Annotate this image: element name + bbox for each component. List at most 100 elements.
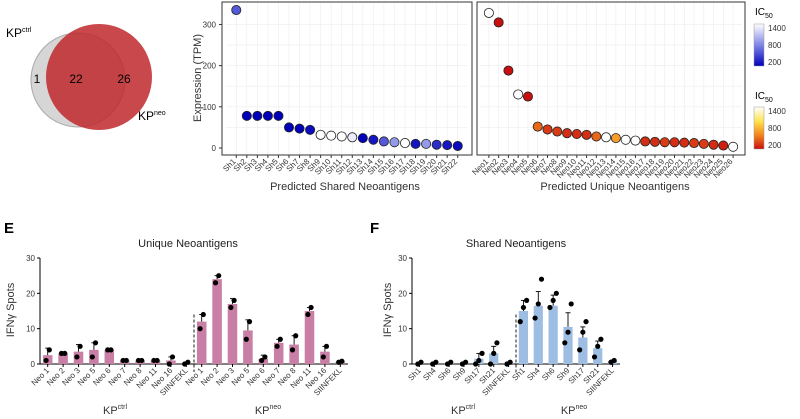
data-point bbox=[479, 350, 485, 356]
data-point bbox=[243, 336, 249, 342]
venn-circle-kp-neo bbox=[46, 24, 152, 130]
x-tick-label-Sh4: Sh4 bbox=[525, 366, 542, 383]
panel-frame-shared bbox=[221, 1, 473, 156]
expression-panels: Expression (TPM) 0 100 200 300 Sh1Sh2Sh3Sh4… bbox=[192, 1, 746, 193]
unique-point-Neo21 bbox=[679, 137, 690, 148]
group-label-ctrl: KPctrl bbox=[103, 404, 127, 417]
data-point bbox=[448, 359, 454, 365]
legend-tick-blue-800: 800 bbox=[768, 41, 782, 50]
unique-point-Neo23 bbox=[698, 138, 709, 149]
shared-point-Sh10 bbox=[326, 130, 337, 141]
y-tick-label: 200 bbox=[203, 62, 217, 71]
bar-Neo3-12 bbox=[227, 303, 238, 364]
x-tick-label-Sh6: Sh6 bbox=[436, 366, 453, 383]
data-point bbox=[491, 350, 497, 356]
unique-point-Neo17 bbox=[640, 136, 651, 147]
unique-point-Neo24 bbox=[708, 139, 719, 150]
venn-right-only-count: 26 bbox=[117, 72, 131, 86]
bar-Sh21-5 bbox=[489, 353, 499, 364]
data-point bbox=[553, 290, 559, 296]
data-point bbox=[212, 280, 219, 286]
data-point bbox=[274, 343, 280, 349]
data-point bbox=[74, 354, 80, 360]
shared-point-Sh8 bbox=[305, 124, 316, 135]
data-point bbox=[494, 340, 500, 346]
data-point bbox=[476, 357, 482, 364]
bar-Neo5-13 bbox=[243, 330, 253, 364]
data-point bbox=[323, 343, 330, 349]
ic50-legend-blue: IC50 1400 800 200 bbox=[753, 7, 786, 67]
panel-f: F Shared Neoantigens IFNγ Spots 0 10 20 30 S… bbox=[370, 220, 620, 417]
x-tick-label-Sh6: Sh6 bbox=[540, 366, 557, 383]
data-point bbox=[473, 361, 479, 367]
y-tick-label: 0 bbox=[403, 360, 408, 369]
shared-point-Sh6 bbox=[283, 122, 294, 133]
y-tick-label: 20 bbox=[26, 289, 35, 298]
data-point bbox=[577, 347, 583, 353]
data-point bbox=[532, 315, 538, 321]
shared-point-Sh4 bbox=[262, 110, 273, 121]
legend-tick-blue-200: 200 bbox=[768, 58, 782, 67]
unique-point-Neo5 bbox=[522, 91, 533, 102]
legend-title-blue: IC50 bbox=[755, 7, 773, 20]
unique-point-Neo1 bbox=[483, 7, 494, 18]
data-point bbox=[43, 357, 49, 364]
y-axis-label-expression: Expression (TPM) bbox=[192, 34, 204, 122]
group-label-neo: KPneo bbox=[255, 404, 281, 417]
data-point bbox=[246, 319, 253, 325]
shared-point-Sh1 bbox=[231, 5, 242, 16]
y-tick-label: 30 bbox=[398, 254, 407, 263]
scatter-points-unique bbox=[483, 7, 739, 152]
panel-e-title: Unique Neoantigens bbox=[138, 238, 238, 250]
bar-Sh6-9 bbox=[548, 305, 558, 364]
group-label-neo: KPneo bbox=[561, 404, 587, 417]
y-tick-label: 30 bbox=[26, 254, 35, 263]
data-point bbox=[62, 350, 68, 356]
ic50-legend-heat: IC50 1400 800 200 bbox=[753, 91, 786, 150]
unique-point-Neo3 bbox=[503, 65, 514, 76]
unique-point-Neo25 bbox=[718, 140, 729, 151]
unique-point-Neo8 bbox=[552, 126, 563, 137]
shared-point-Sh22 bbox=[452, 140, 463, 151]
shared-point-Sh16 bbox=[389, 137, 400, 148]
panel-letter-e: E bbox=[4, 220, 14, 237]
data-point bbox=[418, 359, 424, 365]
data-point bbox=[433, 359, 439, 365]
shared-point-Sh15 bbox=[378, 136, 389, 147]
group-label-ctrl: KPctrl bbox=[451, 404, 475, 417]
bar-Neo2-1 bbox=[58, 353, 68, 364]
shared-point-Sh14 bbox=[368, 134, 379, 145]
y-tick-label: 0 bbox=[212, 144, 217, 153]
shared-point-Sh9 bbox=[315, 129, 326, 140]
y-tick-label: 10 bbox=[398, 325, 407, 334]
legend-gradient-blue bbox=[753, 23, 765, 67]
venn-diagram: 1 22 26 KPctrl KPneo bbox=[6, 24, 166, 130]
shared-point-Sh5 bbox=[273, 110, 284, 121]
scatter-points-shared bbox=[231, 5, 463, 151]
data-point bbox=[293, 333, 299, 339]
legend-gradient-heat bbox=[753, 106, 765, 150]
y-tick-label: 20 bbox=[398, 289, 407, 298]
venn-left-label: KPctrl bbox=[6, 26, 32, 40]
x-tick-label-Sh1: Sh1 bbox=[510, 366, 527, 383]
unique-point-Neo2 bbox=[493, 17, 504, 28]
data-point bbox=[262, 354, 268, 360]
shared-point-Sh20 bbox=[431, 139, 442, 150]
x-axis-label-unique: Predicted Unique Neoantigens bbox=[540, 181, 690, 193]
data-point bbox=[463, 359, 469, 365]
grid-shared bbox=[226, 3, 468, 154]
bar-Neo8-16 bbox=[289, 344, 299, 364]
data-point bbox=[550, 297, 556, 303]
y-tick-label: 10 bbox=[26, 325, 35, 334]
data-point bbox=[507, 359, 513, 365]
data-point bbox=[524, 297, 530, 303]
data-point bbox=[108, 347, 114, 353]
shared-point-Sh3 bbox=[252, 110, 263, 121]
shared-point-Sh21 bbox=[442, 140, 453, 151]
bar-Sh21-12 bbox=[593, 348, 603, 364]
unique-point-Neo6 bbox=[532, 121, 543, 132]
panel-f-y-label: IFNγ Spots bbox=[382, 282, 394, 337]
unique-point-Neo15 bbox=[620, 134, 631, 145]
x-tick-labels-unique: Neo1Neo2Neo3Neo4Neo5Neo6Neo7Neo8Neo9Neo1… bbox=[470, 155, 735, 180]
